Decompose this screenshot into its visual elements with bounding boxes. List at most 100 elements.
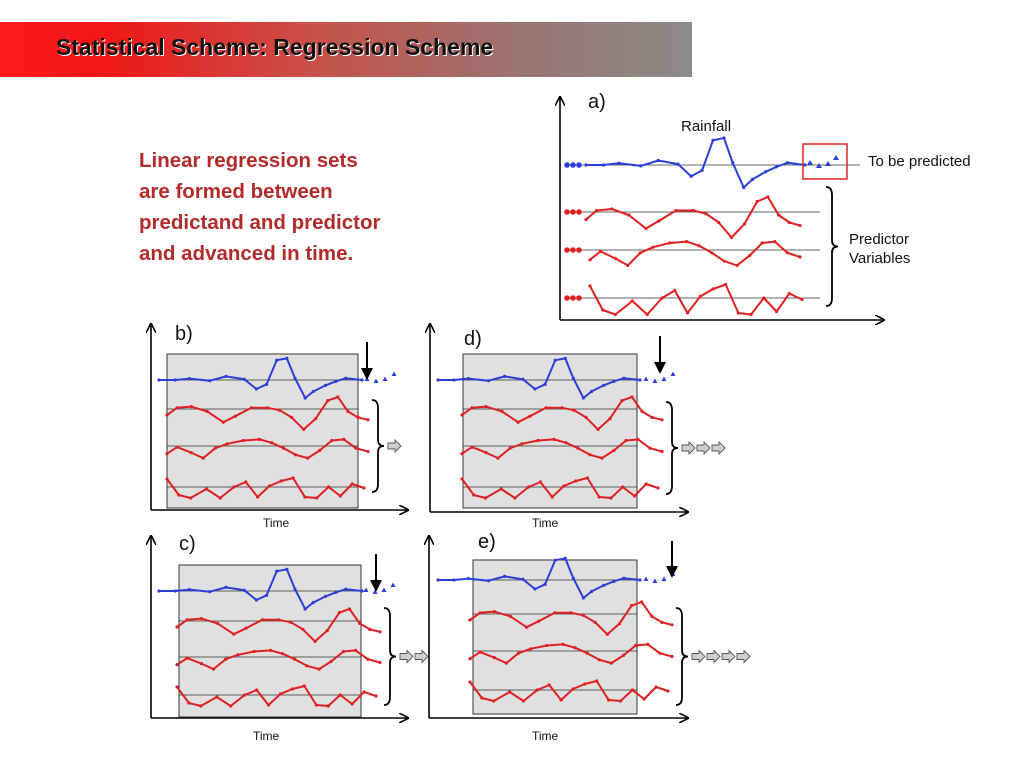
predictor-3-series-point [774, 309, 779, 314]
predictor-2-series-line [589, 240, 801, 267]
predictor-3-series-point [601, 308, 605, 312]
predictor-3-series-point [175, 685, 179, 689]
rainfall-series-point [344, 587, 348, 591]
predictor-1-series-point [524, 625, 529, 629]
predictor-2-series-point [564, 441, 568, 445]
predictor-2-series-point [621, 653, 626, 658]
predictor-1-series-point [175, 625, 179, 629]
predictor-3-series-point [314, 703, 318, 707]
predictor-2-series-point [269, 441, 274, 445]
predictor-1-series-point [528, 414, 532, 418]
regression-window [462, 353, 638, 509]
predictor-2-series-point [785, 251, 790, 255]
predictor-3-series-point [521, 699, 526, 703]
time-axis-label: Time [532, 516, 559, 530]
predictor-1-series-point [314, 417, 318, 421]
predictor-1-series-point [560, 406, 564, 410]
rainfall-series-point [503, 574, 507, 579]
predictor-3-series-point [538, 480, 543, 484]
predictor-2-series-point [597, 658, 601, 662]
prediction-highlight-box [802, 143, 848, 180]
predictor-1-series-point [787, 220, 791, 225]
predictor-2-series-point [241, 438, 245, 443]
time-axis-label: Time [263, 516, 290, 530]
rainfall-series-point [553, 358, 557, 362]
predictor-2-series-point [588, 453, 592, 457]
leading-dot [576, 295, 582, 301]
predictor-3-series-point [535, 688, 539, 692]
predictor-1-series-point [508, 614, 512, 619]
predictor-2-series-point [658, 651, 662, 655]
predictor-3-series-point [562, 484, 566, 488]
predictor-3-series-point [326, 704, 330, 708]
predictor-1-series-point [346, 409, 350, 413]
predictor-2-series-point [588, 258, 592, 262]
panel-a: a) Rainfall To be predicted Predictor Variab… [560, 91, 971, 320]
rainfall-series-point [581, 396, 586, 400]
predictor-3-series-point [204, 487, 208, 491]
predictor-2-series-point [760, 241, 764, 245]
predictor-3-series-point [232, 485, 236, 489]
rainfall-series-point [311, 389, 315, 394]
predictor-2-series-point [798, 255, 802, 259]
predictor-2-series-point [585, 651, 589, 655]
predictor-3-series-point [266, 703, 271, 707]
predictor-1-series-point [644, 226, 648, 231]
predictor-1-series-point [468, 618, 472, 622]
slide-title: Statistical Scheme: Regression Scheme [56, 34, 494, 60]
predictor-3-series-point [644, 482, 648, 486]
predictor-1-series-point [492, 610, 496, 614]
predicted-point [643, 576, 649, 581]
rainfall-series-point [157, 589, 161, 593]
rainfall-series-point [303, 396, 307, 400]
predictor-3-series-point [630, 299, 635, 303]
panel-e: e) Time [429, 531, 751, 743]
predictor-3-series-point [698, 294, 702, 299]
predictor-2-series-point [651, 245, 655, 249]
rainfall-series-point [486, 579, 491, 583]
regression-window [472, 559, 638, 715]
predictor-1-series-point [175, 406, 179, 410]
predictor-2-series-point [536, 438, 540, 443]
predictor-3-series-point [199, 704, 203, 708]
predictor-3-series-point [165, 477, 169, 481]
predictor-2-series-point [508, 446, 512, 450]
predictor-2-series-point [211, 667, 216, 671]
rainfall-series-point [208, 590, 212, 594]
predictor-1-series-point [657, 219, 661, 223]
panel-label: e) [478, 531, 496, 553]
predictor-3-series-point [618, 699, 623, 703]
predictor-3-series-point [302, 684, 306, 688]
predictor-1-series-line [585, 196, 801, 239]
predictor-2-series-point [638, 251, 643, 255]
predictor-2-series-point [378, 660, 382, 665]
predictor-1-series-point [581, 613, 585, 617]
predictor-3-series-point [492, 699, 496, 703]
predicted-point [643, 376, 649, 381]
predictor-2-series-point [317, 667, 321, 671]
predictor-1-series-point [290, 415, 294, 419]
predictor-1-series-point [276, 618, 281, 622]
rainfall-series-point [452, 378, 456, 382]
predictor-2-series-point [636, 437, 640, 441]
to-be-predicted-label: To be predicted [868, 153, 971, 170]
predictor-3-series-point [499, 487, 503, 491]
rainfall-series-point [334, 379, 338, 384]
predictor-1-series-point [289, 620, 293, 624]
rainfall-series-point [731, 161, 735, 165]
rainfall-series-point [157, 378, 161, 382]
predictor-1-series-point [244, 626, 248, 630]
predictor-2-series-point [199, 662, 203, 666]
predictor-2-series-point [613, 256, 617, 260]
time-axis-label: Time [532, 729, 559, 743]
rainfall-series-point [173, 589, 177, 593]
panel-d: d) Time [430, 324, 726, 530]
predictor-2-series-point [366, 657, 370, 661]
rainfall-series-point [602, 583, 606, 588]
predictor-3-series-point [787, 291, 791, 296]
title-bar [0, 22, 692, 77]
predictor-2-series-point [600, 456, 604, 460]
predictor-2-series-point [520, 442, 524, 446]
predictor-2-series-point [460, 452, 464, 456]
rainfall-series-point [638, 578, 642, 582]
